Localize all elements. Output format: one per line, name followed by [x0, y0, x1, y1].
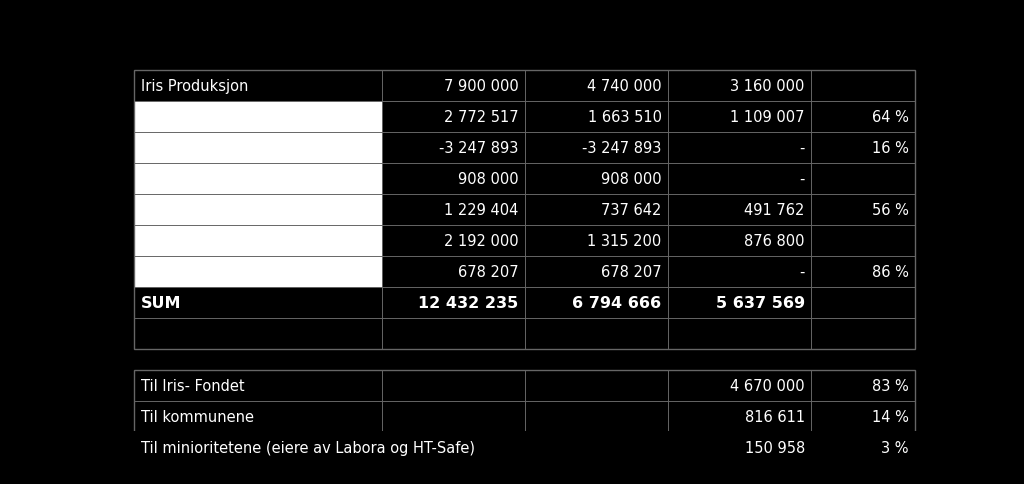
Text: 3 %: 3 %	[882, 440, 909, 455]
Text: SUM: SUM	[140, 296, 181, 311]
Bar	[134, 370, 382, 401]
Bar	[382, 133, 915, 164]
Bar	[382, 287, 915, 318]
Text: -3 247 893: -3 247 893	[583, 141, 662, 156]
Text: 12 432 235: 12 432 235	[418, 296, 518, 311]
Text: 678 207: 678 207	[458, 265, 518, 280]
Text: 4 740 000: 4 740 000	[587, 79, 662, 94]
Text: Iris Produksjon: Iris Produksjon	[140, 79, 248, 94]
Text: 3 160 000: 3 160 000	[730, 79, 805, 94]
Text: -: -	[800, 172, 805, 187]
Text: 491 762: 491 762	[744, 203, 805, 218]
Text: 876 800: 876 800	[744, 234, 805, 249]
Text: 1 663 510: 1 663 510	[588, 110, 662, 125]
Text: 64 %: 64 %	[872, 110, 909, 125]
Text: 5 637 569: 5 637 569	[716, 296, 805, 311]
Bar	[382, 102, 915, 133]
Bar	[134, 401, 382, 432]
Bar	[134, 226, 382, 257]
Bar	[134, 257, 382, 287]
Text: Til Iris- Fondet: Til Iris- Fondet	[140, 378, 245, 393]
Bar	[382, 318, 915, 349]
Bar	[382, 195, 915, 226]
Bar	[382, 257, 915, 287]
Bar	[134, 318, 382, 349]
Bar	[134, 195, 382, 226]
Text: 737 642: 737 642	[601, 203, 662, 218]
Bar	[134, 432, 382, 463]
Text: -3 247 893: -3 247 893	[439, 141, 518, 156]
Text: 908 000: 908 000	[601, 172, 662, 187]
Text: -: -	[800, 265, 805, 280]
Bar	[382, 370, 915, 401]
Text: 908 000: 908 000	[458, 172, 518, 187]
Text: 816 611: 816 611	[744, 409, 805, 424]
Text: Til kommunene: Til kommunene	[140, 409, 254, 424]
Text: 1 109 007: 1 109 007	[730, 110, 805, 125]
Bar	[382, 226, 915, 257]
Bar	[134, 287, 382, 318]
Bar	[382, 401, 915, 432]
Bar	[134, 133, 382, 164]
Bar	[134, 164, 382, 195]
Text: 7 900 000: 7 900 000	[443, 79, 518, 94]
Text: -: -	[800, 141, 805, 156]
Bar	[382, 71, 915, 102]
Text: 678 207: 678 207	[601, 265, 662, 280]
Text: 56 %: 56 %	[872, 203, 909, 218]
Text: 1 315 200: 1 315 200	[588, 234, 662, 249]
Text: 83 %: 83 %	[872, 378, 909, 393]
Bar	[134, 71, 382, 102]
Text: 16 %: 16 %	[872, 141, 909, 156]
Text: 6 794 666: 6 794 666	[572, 296, 662, 311]
Text: 2 192 000: 2 192 000	[443, 234, 518, 249]
Text: 150 958: 150 958	[744, 440, 805, 455]
Text: Til minioritetene (eiere av Labora og HT-Safe): Til minioritetene (eiere av Labora og HT…	[140, 440, 475, 455]
Text: 2 772 517: 2 772 517	[443, 110, 518, 125]
Text: 14 %: 14 %	[872, 409, 909, 424]
Text: 86 %: 86 %	[872, 265, 909, 280]
Bar	[134, 370, 915, 463]
Bar	[382, 164, 915, 195]
Text: 1 229 404: 1 229 404	[444, 203, 518, 218]
Text: 4 670 000: 4 670 000	[730, 378, 805, 393]
Bar	[134, 71, 915, 349]
Bar	[134, 102, 382, 133]
Bar	[382, 432, 915, 463]
